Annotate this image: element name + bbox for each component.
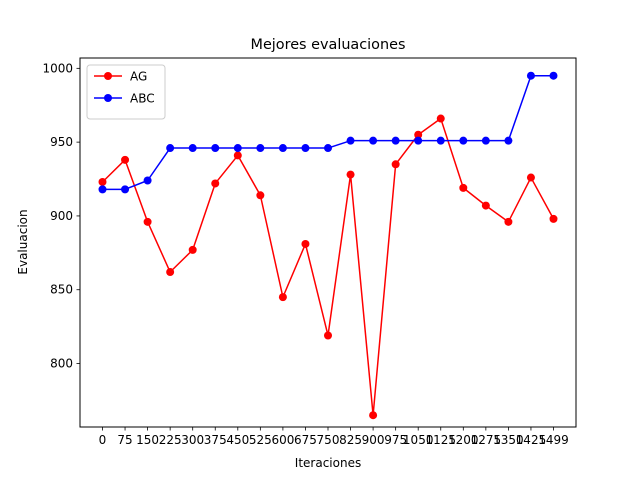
data-point-abc [166, 144, 175, 153]
x-tick-label: 225 [159, 433, 182, 447]
x-axis-title: Iteraciones [295, 456, 361, 470]
data-point-ag [459, 183, 468, 192]
data-point-ag [166, 268, 175, 277]
y-axis: 800 850 900 950 1000 [42, 61, 80, 371]
data-point-ag [324, 331, 332, 340]
data-point-abc [324, 144, 332, 153]
y-axis-title: Evaluacion [16, 209, 30, 274]
y-tick-label: 1000 [42, 61, 73, 75]
data-point-abc [143, 176, 152, 185]
data-point-abc [459, 136, 468, 145]
data-point-ag [98, 177, 107, 186]
data-point-ag [346, 170, 355, 179]
legend-label-abc: ABC [130, 92, 155, 106]
data-point-ag [549, 214, 558, 223]
data-point-ag [121, 155, 130, 164]
y-tick-label: 850 [50, 283, 73, 297]
y-tick-label: 950 [50, 135, 73, 149]
x-tick-label: 150 [136, 433, 159, 447]
data-point-abc [278, 144, 287, 153]
data-point-abc [549, 71, 558, 80]
data-point-ag [414, 130, 423, 139]
legend-marker-ag [104, 72, 112, 80]
x-tick-label: 825 [339, 433, 362, 447]
data-point-ag [369, 411, 378, 420]
data-point-ag [481, 201, 490, 210]
series-ag [98, 114, 558, 420]
plot-area [98, 71, 558, 420]
y-tick-label: 900 [50, 209, 73, 223]
data-point-ag [188, 245, 197, 254]
data-point-abc [414, 136, 423, 145]
data-point-ag [301, 239, 310, 248]
x-tick-label: 900 [362, 433, 385, 447]
data-point-ag [233, 151, 242, 160]
x-tick-label: 975 [384, 433, 407, 447]
x-tick-label: 450 [226, 433, 249, 447]
x-tick-label: 0 [99, 433, 107, 447]
x-tick-label: 1125 [425, 433, 456, 447]
data-point-ag [391, 160, 400, 169]
legend: AG ABC [86, 64, 166, 120]
x-tick-label: 675 [294, 433, 317, 447]
data-point-ag [211, 179, 220, 188]
x-tick-label: 300 [181, 433, 204, 447]
data-point-abc [481, 136, 490, 145]
data-point-ag [526, 173, 535, 182]
legend-item-abc: ABC [94, 92, 155, 106]
data-point-ag [278, 293, 287, 302]
x-tick-label: 1350 [493, 433, 524, 447]
data-point-ag [436, 114, 445, 123]
x-tick-label: 1425 [516, 433, 547, 447]
x-tick-label: 1275 [471, 433, 502, 447]
data-point-ag [504, 217, 513, 226]
data-point-abc [436, 136, 445, 145]
x-tick-label: 75 [117, 433, 132, 447]
data-point-abc [121, 185, 130, 194]
data-point-abc [526, 71, 535, 80]
y-tick-label: 800 [50, 357, 73, 371]
x-tick-label: 750 [317, 433, 340, 447]
data-point-abc [391, 136, 400, 145]
x-axis: 0 75 150 225 300 375 450 525 600 675 750 825 900 9751… [99, 427, 569, 447]
data-point-ag [143, 217, 152, 226]
x-tick-label: 525 [249, 433, 272, 447]
legend-label-ag: AG [130, 70, 147, 84]
data-point-ag [256, 191, 265, 200]
data-point-abc [188, 144, 197, 153]
x-tick-label: 1050 [403, 433, 434, 447]
legend-marker-abc [104, 94, 112, 102]
x-tick-label: 600 [271, 433, 294, 447]
data-point-abc [256, 144, 265, 153]
data-point-abc [504, 136, 513, 145]
data-point-abc [98, 185, 107, 194]
data-point-abc [301, 144, 310, 153]
x-tick-label: 1200 [448, 433, 479, 447]
x-tick-label: 375 [204, 433, 227, 447]
data-point-abc [211, 144, 220, 153]
data-point-abc [233, 144, 242, 153]
chart-title: Mejores evaluaciones [251, 37, 406, 53]
data-point-abc [369, 136, 378, 145]
data-point-abc [346, 136, 355, 145]
series-abc [98, 71, 558, 194]
legend-item-ag: AG [94, 70, 147, 84]
x-tick-label: 1499 [538, 433, 569, 447]
